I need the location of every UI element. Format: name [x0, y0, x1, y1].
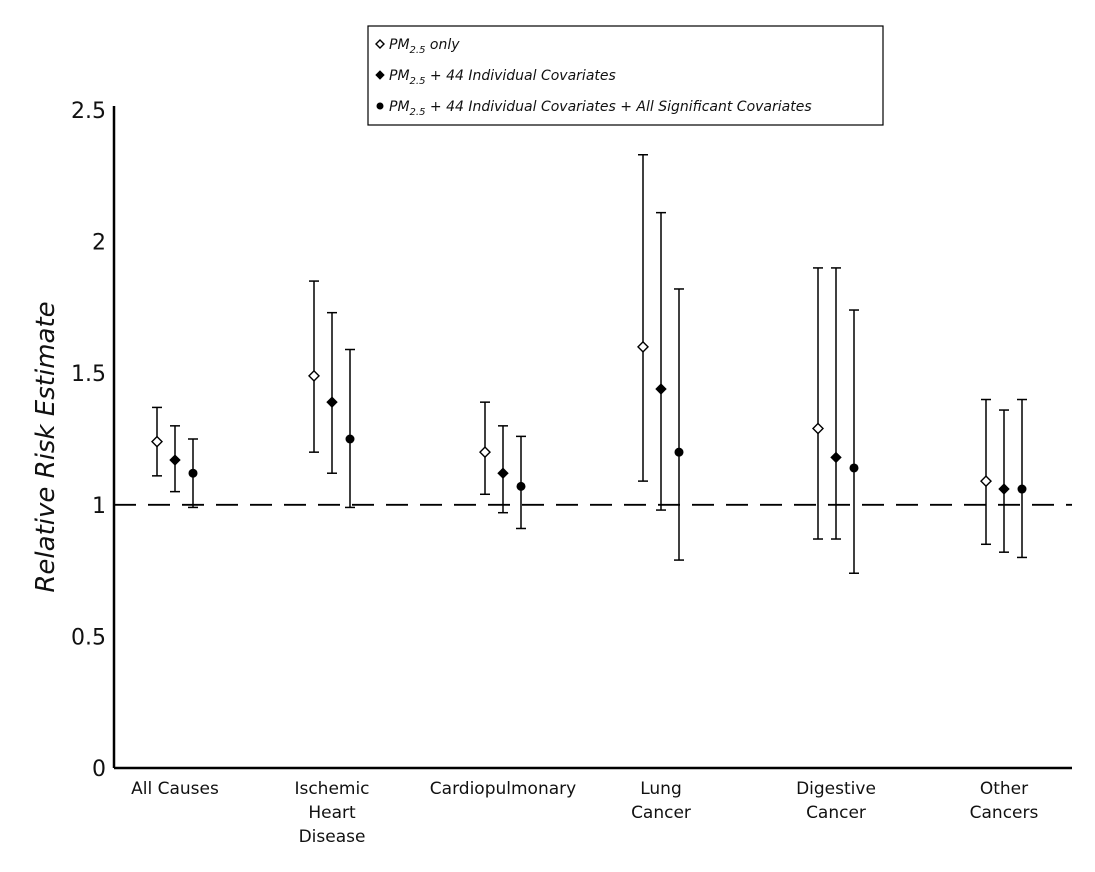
x-tick-label: Lung Cancer: [631, 779, 691, 823]
x-tick-label-line: Cancer: [806, 803, 866, 823]
x-tick-label-line: Lung: [640, 779, 682, 799]
data-point-marker: [151, 435, 163, 448]
legend-entry-text: + 44 Individual Covariates + All Signifi…: [425, 99, 811, 115]
data-point-marker: [655, 383, 667, 395]
x-tick-label: Cardiopulmonary: [430, 779, 576, 799]
error-bar-point: [479, 401, 491, 496]
data-point-marker: [849, 463, 859, 473]
data-point-marker: [188, 468, 198, 478]
data-marks: [151, 153, 1027, 574]
legend-entry-text: PM: [389, 99, 410, 115]
y-tick-label: 1.5: [71, 362, 106, 387]
data-point-marker: [516, 481, 526, 491]
error-bar-point: [345, 348, 355, 509]
x-tick-label-line: All Causes: [131, 779, 219, 799]
x-tick-label-line: Heart: [308, 803, 356, 823]
y-tick-label: 0: [92, 757, 106, 782]
error-bar-point: [980, 398, 992, 546]
data-point-marker: [980, 475, 992, 488]
error-bar-point: [637, 153, 649, 482]
legend-entry-subscript: 2.5: [410, 107, 426, 118]
y-tick-label: 2.5: [71, 99, 106, 124]
legend-entry-text: PM: [389, 37, 410, 53]
error-bar-point: [188, 438, 198, 509]
data-point-marker: [479, 446, 491, 459]
legend-marker: [375, 70, 385, 80]
x-tick-label-line: Cancer: [631, 803, 691, 823]
legend-entry: PM2.5 + 44 Individual Covariates + All S…: [389, 99, 812, 118]
error-bar-point: [497, 425, 509, 514]
y-tick-label: 1: [92, 494, 106, 519]
error-bar-point: [151, 406, 163, 477]
data-point-marker: [1017, 484, 1027, 494]
x-tick-label-line: Disease: [299, 827, 366, 847]
error-bar-point: [998, 409, 1010, 553]
axes: 0 0.5 1 1.5 2 2.5 Relative Risk Estimate All Ca…: [31, 99, 1072, 847]
data-point-marker: [637, 340, 649, 353]
data-point-marker: [308, 369, 320, 382]
legend-entry: PM2.5 only: [389, 37, 460, 56]
data-point-marker: [812, 422, 824, 435]
x-tick-label: Digestive Cancer: [796, 779, 876, 823]
error-bar-point: [674, 288, 684, 561]
data-point-marker: [998, 483, 1010, 495]
legend-entry-text: PM: [389, 68, 410, 84]
x-tick-label: Other Cancers: [970, 779, 1039, 823]
error-bar-point: [516, 435, 526, 530]
error-bar-point: [169, 425, 181, 493]
y-tick-label: 0.5: [71, 625, 106, 650]
legend-box: [367, 25, 884, 126]
legend-marker: [376, 102, 384, 110]
data-point-marker: [345, 434, 355, 444]
data-point-marker: [830, 451, 842, 464]
legend-entry-text: + 44 Individual Covariates: [425, 68, 615, 84]
x-tick-label-line: Other: [980, 779, 1028, 799]
error-bar-point: [812, 267, 824, 540]
x-tick-label-line: Digestive: [796, 779, 876, 799]
error-bar-point: [655, 211, 667, 511]
y-axis-title: Relative Risk Estimate: [31, 301, 61, 592]
legend-entry-subscript: 2.5: [410, 45, 426, 56]
y-tick-label: 2: [92, 231, 106, 256]
x-tick-label-line: Cardiopulmonary: [430, 779, 576, 799]
legend-entry-subscript: 2.5: [410, 76, 426, 87]
error-bar-point: [308, 280, 320, 453]
error-bar-point: [1017, 398, 1027, 559]
error-bar-point: [849, 309, 859, 574]
error-bar-point: [326, 311, 338, 474]
data-point-marker: [169, 454, 181, 466]
x-tick-label-line: Ischemic: [294, 779, 369, 799]
data-point-marker: [674, 447, 684, 457]
error-bar-point: [830, 267, 842, 540]
legend-marker: [375, 39, 385, 49]
data-point-marker: [326, 396, 338, 408]
legend-entry-text: only: [425, 37, 460, 53]
x-tick-label-line: Cancers: [970, 803, 1039, 823]
legend-entry: PM2.5 + 44 Individual Covariates: [389, 68, 616, 87]
x-tick-label: All Causes: [131, 779, 219, 799]
x-tick-label: Ischemic Heart Disease: [294, 779, 369, 847]
data-point-marker: [497, 467, 509, 479]
